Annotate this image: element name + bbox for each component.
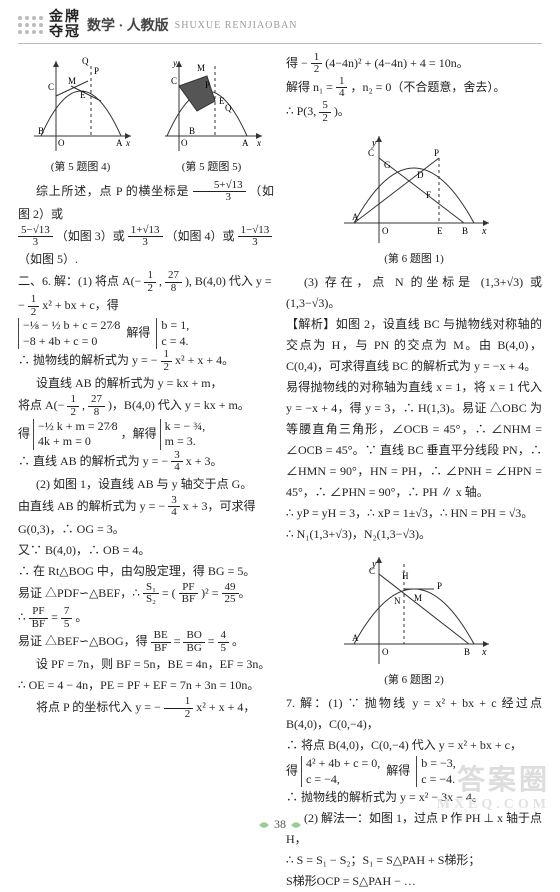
q6-i: G(0,3)，∴ OG = 3。 — [18, 519, 274, 540]
svg-text:M: M — [197, 63, 205, 73]
r7: ∴ yP = yH = 3，∴ xP = 1±√3，∴ HN = PH = √3… — [286, 503, 542, 524]
q6-p: ∴ OE = 4 − 4n，PE = PF + EF = 7n + 3n = 1… — [18, 675, 274, 696]
r3: ∴ P(3, 52 )。 — [286, 100, 542, 124]
pinyin: SHUXUE RENJIAOBAN — [175, 20, 298, 31]
svg-text:O: O — [181, 138, 188, 148]
figure-6-2: y x C H P N M A O B — [334, 549, 494, 669]
r4: (3) 存在，点 N 的坐标是 (1,3+√3) 或 (1,3−√3)。 — [286, 272, 542, 314]
r5: 【解析】如图 2，设直线 BC 与抛物线对称轴的交点为 H，与 PN 的交点为 … — [286, 314, 542, 377]
svg-text:F: F — [426, 190, 431, 200]
r1: 得 − 12 (4−4n)² + (4−4n) + 4 = 10n。 — [286, 52, 542, 76]
svg-text:O: O — [382, 647, 389, 657]
svg-text:x: x — [481, 647, 487, 658]
text-l1: 综上所述，点 P 的横坐标是 5+√133 （如图 2）或 — [18, 180, 274, 225]
q7-e: ∴ S = S₁ − S₂；S₁ = S△PAH + S梯形； — [286, 850, 542, 871]
brand-line1: 金牌 — [49, 10, 81, 25]
svg-text:x: x — [256, 138, 261, 148]
svg-text:O: O — [382, 226, 389, 236]
svg-text:C: C — [368, 148, 374, 158]
leaf-icon — [257, 818, 271, 832]
brand-line2: 夺冠 — [49, 25, 81, 40]
sys2: 得 −½ k + m = 27⁄8 4k + m = 0 ，解得 k = − ¾… — [18, 419, 274, 450]
q6-m: ∴ PFBF = 75 。 — [18, 606, 274, 630]
fig4-caption: (第 5 题图 4) — [26, 158, 136, 174]
figure-6-1: y x C G P D F A O E B — [334, 128, 494, 248]
svg-text:D: D — [417, 170, 424, 180]
svg-text:P: P — [94, 66, 99, 76]
svg-text:M: M — [68, 76, 76, 86]
fig6-2-cap: (第 6 题图 2) — [286, 671, 542, 687]
sys3: 得 4² + 4b + c = 0, c = −4, 解得 b = −3, c … — [286, 756, 542, 787]
q6-k: ∴ 在 Rt△BOG 中，由勾股定理，得 BG = 5。 — [18, 561, 274, 582]
svg-text:A: A — [352, 633, 359, 643]
svg-text:C: C — [48, 82, 54, 92]
page-number: 38 — [274, 817, 286, 831]
svg-text:O: O — [58, 138, 65, 148]
figure-5-5: C M P E Q O A B x y — [157, 56, 267, 156]
q6-h: 由直线 AB 的解析式为 y = − 34 x + 3，可求得 — [18, 495, 274, 519]
leaf-icon — [289, 818, 303, 832]
svg-text:G: G — [384, 160, 391, 170]
q7-f: S梯形OCP = S△PAH − … — [286, 871, 542, 892]
svg-text:x: x — [481, 226, 487, 237]
svg-text:B: B — [189, 126, 195, 136]
q6-g: (2) 如图 1，设直线 AB 与 y 轴交于点 G。 — [18, 474, 274, 495]
svg-text:E: E — [80, 90, 86, 100]
q6-f: ∴ 直线 AB 的解析式为 y = − 34 x + 3。 — [18, 450, 274, 474]
q7-c: ∴ 抛物线的解析式为 y = x² − 3x − 4。 — [286, 787, 542, 808]
svg-text:M: M — [414, 593, 422, 603]
page-header: 金牌 夺冠 数学 · 人教版 SHUXUE RENJIAOBAN — [18, 10, 542, 44]
q6-c: ∴ 抛物线的解析式为 y = − 12 x² + x + 4。 — [18, 349, 274, 373]
svg-text:A: A — [352, 212, 359, 222]
r6: 易得抛物线的对称轴为直线 x = 1，将 x = 1 代入 y = −x + 4… — [286, 377, 542, 503]
q6-q: 将点 P 的坐标代入 y = − 12 x² + x + 4， — [18, 696, 274, 720]
q6-a: 二、6. 解：(1) 将点 A(− 12 , 278 ), B(4,0) 代入 … — [18, 270, 274, 294]
column-right: 得 − 12 (4−4n)² + (4−4n) + 4 = 10n。 解得 n₁… — [286, 52, 542, 892]
svg-text:Q: Q — [225, 103, 232, 113]
svg-text:y: y — [172, 58, 177, 68]
svg-text:C: C — [369, 566, 375, 576]
svg-text:E: E — [437, 226, 443, 236]
svg-text:N: N — [394, 596, 401, 606]
text-l2: 5−√133 （如图 3）或 1+√133 （如图 4）或 1−√133 — [18, 225, 274, 249]
sys1: −⅛ − ½ b + c = 27⁄8 −8 + 4b + c = 0 解得 b… — [18, 318, 274, 349]
svg-text:P: P — [434, 148, 439, 158]
svg-text:A: A — [242, 138, 249, 148]
svg-text:C: C — [171, 76, 177, 86]
svg-text:B: B — [464, 647, 470, 657]
q6-n: 易证 △BEF∽△BOG，得 BEBF = BOBG = 45 。 — [18, 630, 274, 654]
svg-text:x: x — [125, 138, 130, 148]
q7-b: ∴ 将点 B(4,0)，C(0,−4) 代入 y = x² + bx + c， — [286, 735, 542, 756]
svg-text:H: H — [402, 571, 409, 581]
svg-text:A: A — [116, 138, 123, 148]
brand: 金牌 夺冠 — [49, 10, 81, 41]
column-left: Q P C M E B O A x (第 5 题图 4) — [18, 52, 274, 892]
r2: 解得 n₁ = 14 ，n₂ = 0（不合题意，舍去）。 — [286, 76, 542, 100]
svg-text:Q: Q — [82, 56, 89, 66]
q6-o: 设 PF = 7n，则 BF = 5n，BE = 4n，EF = 3n。 — [18, 654, 274, 675]
decor-dots — [18, 16, 43, 34]
q6-l: 易证 △PDF∽△BEF，∴ S₁S₂ = ( PFBF )² = 4925。 — [18, 582, 274, 606]
svg-text:P: P — [437, 581, 442, 591]
q6-j: 又∵ B(4,0)，∴ OB = 4。 — [18, 540, 274, 561]
fig6-1-cap: (第 6 题图 1) — [286, 250, 542, 266]
q7-a: 7. 解：(1) ∵ 抛物线 y = x² + bx + c 经过点 B(4,0… — [286, 693, 542, 735]
svg-text:B: B — [462, 226, 468, 236]
figure-5-4: Q P C M E B O A x — [26, 56, 136, 156]
text-l2b: （如图 5）. — [18, 249, 274, 270]
page-footer: 38 — [0, 817, 560, 832]
fig5-caption: (第 5 题图 5) — [157, 158, 267, 174]
svg-text:B: B — [38, 126, 44, 136]
q6-d: 设直线 AB 的解析式为 y = kx + m， — [18, 373, 274, 394]
svg-text:P: P — [205, 80, 210, 90]
q6-e: 将点 A(− 12 , 278 )，B(4,0) 代入 y = kx + m。 — [18, 394, 274, 418]
r8: ∴ N₁(1,3+√3)，N₂(1,3−√3)。 — [286, 524, 542, 545]
q6-b: − 12 x² + bx + c，得 — [18, 294, 274, 318]
subject: 数学 · 人教版 — [87, 15, 169, 35]
